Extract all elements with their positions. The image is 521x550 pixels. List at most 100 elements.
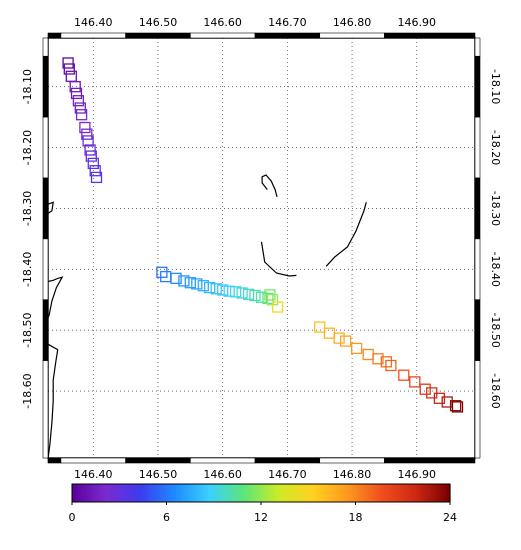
colorbar-segment: [409, 484, 413, 502]
colorbar-segment: [279, 484, 284, 502]
plot-frame: [47, 37, 476, 459]
colorbar-segment: [383, 484, 388, 502]
colorbar-segment: [292, 484, 297, 502]
colorbar-segment: [254, 484, 259, 502]
colorbar-segment: [245, 484, 249, 502]
colorbar-segment: [216, 484, 221, 502]
data-point: [419, 383, 431, 395]
left-scale-bar-segment: [42, 37, 49, 57]
colorbar-segment: [257, 484, 262, 502]
y-tick-label-left: -18.30: [21, 191, 34, 226]
colorbar-segment: [147, 484, 152, 502]
colorbar-segment: [84, 484, 89, 502]
colorbar-segment: [226, 484, 231, 502]
colorbar-segment: [289, 484, 294, 502]
bottom-scale-bar-segment: [319, 457, 385, 464]
colorbar-segment: [349, 484, 353, 502]
data-point: [156, 266, 168, 278]
colorbar-segment: [122, 484, 127, 502]
data-point: [74, 102, 86, 114]
colorbar-segment: [402, 484, 407, 502]
data-point: [85, 150, 97, 162]
data-point: [63, 63, 75, 75]
colorbar-segment: [116, 484, 120, 502]
bottom-scale-bar-segment: [47, 457, 62, 464]
data-point: [178, 275, 190, 287]
top-scale-bar-segment: [125, 32, 191, 39]
y-tick-label-left: -18.10: [21, 69, 34, 104]
colorbar-segment: [248, 484, 253, 502]
colorbar-tick-label: 12: [254, 511, 268, 524]
colorbar-segment: [172, 484, 177, 502]
colorbar-segment: [191, 484, 196, 502]
colorbar-segment: [150, 484, 155, 502]
right-scale-bar-segment: [474, 360, 481, 459]
colorbar-segment: [308, 484, 312, 502]
axis-tick-labels: 146.40 146.40 146.50 146.50 146.60 146.60 146.…: [21, 16, 502, 481]
data-point: [90, 171, 103, 184]
colorbar-segment: [301, 484, 306, 502]
colorbar-segment: [238, 484, 243, 502]
colorbar-tick-label: 24: [443, 511, 457, 524]
data-point: [72, 95, 85, 107]
colorbar-segment: [175, 484, 180, 502]
colorbar-segment: [131, 484, 136, 502]
coastline: [261, 174, 278, 198]
colorbar-segment: [270, 484, 275, 502]
coastline: [260, 241, 297, 277]
left-scale-bar-segment: [42, 360, 49, 459]
data-point: [170, 272, 182, 285]
colorbar-segment: [358, 484, 363, 502]
colorbar-segment: [320, 484, 325, 502]
colorbar-segment: [185, 484, 190, 502]
data-point: [350, 342, 363, 355]
right-scale-bar-segment: [474, 37, 481, 57]
bottom-scale-bar-segment: [384, 457, 476, 464]
colorbar-segment: [434, 484, 438, 502]
colorbar-segment: [446, 484, 451, 502]
colorbar: 0 6 12 18 24: [69, 483, 457, 524]
colorbar-segment: [90, 484, 95, 502]
colorbar-segment: [314, 484, 319, 502]
data-point: [242, 288, 255, 300]
x-tick-label-top: 146.50: [139, 16, 178, 29]
colorbar-segment: [364, 484, 369, 502]
colorbar-segment: [324, 484, 328, 502]
colorbar-segment: [333, 484, 338, 502]
colorbar-segment: [264, 484, 268, 502]
colorbar-segment: [355, 484, 360, 502]
data-point: [204, 281, 216, 294]
colorbar-segment: [267, 484, 272, 502]
top-scale-bar-segment: [60, 32, 126, 39]
colorbar-segment: [188, 484, 193, 502]
right-scale-bar-segment: [474, 238, 481, 301]
data-point: [272, 301, 284, 313]
right-scale-bar-segment: [474, 177, 481, 240]
x-tick-label-top: 146.40: [74, 16, 113, 29]
colorbar-segment: [276, 484, 281, 502]
y-tick-label-left: -18.60: [21, 373, 34, 408]
colorbar-segment: [160, 484, 164, 502]
colorbar-segment: [210, 484, 215, 502]
data-point: [197, 280, 209, 292]
y-tick-label-left: -18.40: [21, 252, 34, 287]
data-point: [236, 287, 248, 299]
colorbar-segment: [427, 484, 432, 502]
colorbar-segment: [144, 484, 149, 502]
y-tick-label-right: -18.50: [489, 312, 502, 347]
colorbar-tick-label: 6: [163, 511, 170, 524]
y-tick-label-right: -18.20: [489, 130, 502, 165]
colorbar-segment: [194, 484, 199, 502]
x-tick-label-bottom: 146.90: [398, 468, 437, 481]
left-scale-bar-segment: [42, 116, 49, 179]
colorbar-segment: [229, 484, 234, 502]
data-point: [362, 348, 374, 361]
x-tick-label-top: 146.70: [268, 16, 307, 29]
colorbar-segment: [311, 484, 316, 502]
colorbar-segment: [437, 484, 442, 502]
colorbar-segment: [377, 484, 382, 502]
colorbar-segment: [399, 484, 404, 502]
colorbar-segment: [153, 484, 158, 502]
coastlines: [47, 174, 367, 460]
colorbar-segment: [342, 484, 347, 502]
